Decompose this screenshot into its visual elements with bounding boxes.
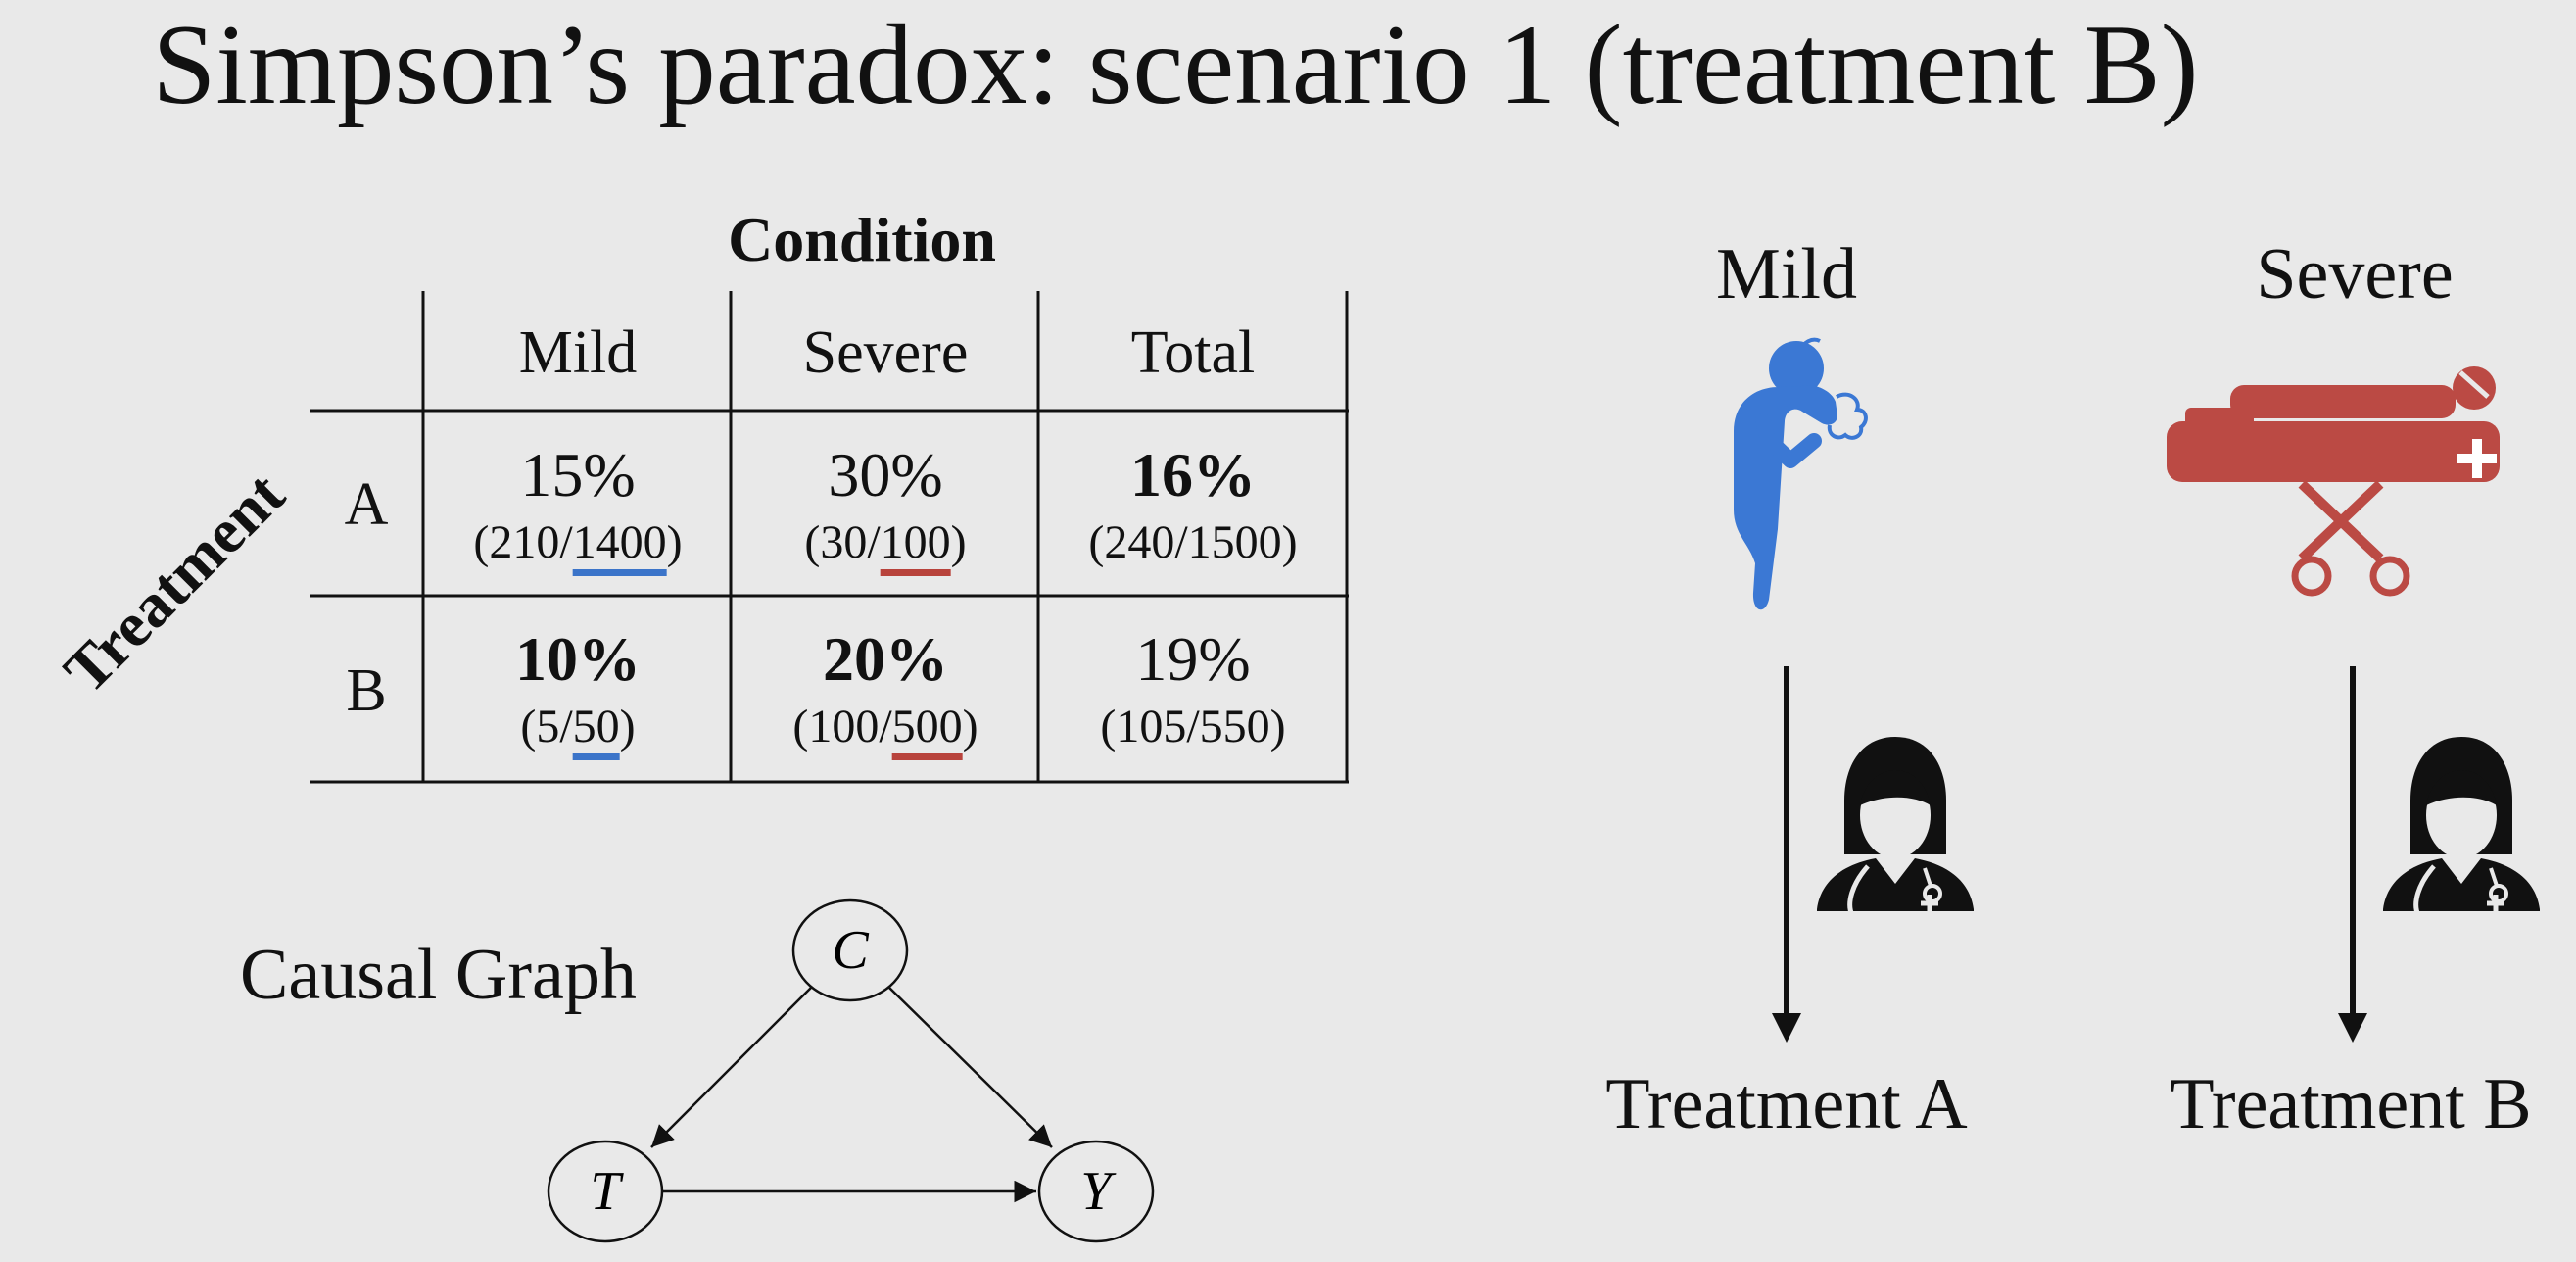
condition-header: Condition xyxy=(728,205,996,274)
coughing-person-icon xyxy=(1734,337,1868,610)
severe-label: Severe xyxy=(2256,234,2454,315)
cell-percent: 30% xyxy=(828,440,943,510)
table-cell-a-total: 16% (240/1500) xyxy=(1040,437,1346,572)
node-y xyxy=(1037,1140,1155,1243)
cell-count: (240/1500) xyxy=(1088,516,1298,568)
table-cell-b-severe: 20% (100/500) xyxy=(733,621,1038,756)
column-header-mild: Mild xyxy=(518,319,638,386)
table-cell-b-total: 19% (105/550) xyxy=(1040,621,1346,756)
cell-percent: 16% xyxy=(1130,440,1256,510)
denominator-underline-red: 500 xyxy=(891,701,963,752)
doctor-icon xyxy=(2383,737,2540,917)
cell-percent: 10% xyxy=(515,624,641,694)
page-title: Simpson’s paradox: scenario 1 (treatment… xyxy=(152,2,2199,128)
node-c xyxy=(791,898,909,1002)
table-cell-a-severe: 30% (30/100) xyxy=(733,437,1038,572)
edge-c-t xyxy=(650,987,812,1148)
denominator-underline-blue: 1400 xyxy=(572,516,667,568)
cell-count: (105/550) xyxy=(1100,701,1286,752)
mild-label: Mild xyxy=(1716,234,1857,315)
node-label-t: T xyxy=(590,1161,624,1222)
treatment-header: Treatment xyxy=(50,459,298,706)
column-header-total: Total xyxy=(1130,319,1256,386)
cell-percent: 20% xyxy=(823,624,948,694)
cell-count: (210/1400) xyxy=(473,516,683,568)
edge-c-y xyxy=(888,987,1053,1148)
treatment-b-label: Treatment B xyxy=(2170,1064,2532,1144)
node-label-c: C xyxy=(832,920,869,981)
doctor-icon xyxy=(1817,737,1974,917)
causal-graph-label: Causal Graph xyxy=(240,935,637,1015)
cell-count: (100/500) xyxy=(792,701,978,752)
table-cell-b-mild: 10% (5/50) xyxy=(425,621,731,756)
row-header-b: B xyxy=(346,657,387,724)
treatment-a-label: Treatment A xyxy=(1605,1064,1968,1144)
node-label-y: Y xyxy=(1080,1161,1117,1222)
table-cell-a-mild: 15% (210/1400) xyxy=(425,437,731,572)
row-header-a: A xyxy=(344,471,389,538)
denominator-underline-blue: 50 xyxy=(572,701,620,752)
node-t xyxy=(547,1140,664,1243)
cell-percent: 19% xyxy=(1135,624,1251,694)
cell-percent: 15% xyxy=(520,440,636,510)
denominator-underline-red: 100 xyxy=(880,516,951,568)
stretcher-patient-icon xyxy=(2167,366,2500,597)
column-header-severe: Severe xyxy=(802,319,969,386)
cell-count: (5/50) xyxy=(520,701,636,752)
cell-count: (30/100) xyxy=(804,516,967,568)
